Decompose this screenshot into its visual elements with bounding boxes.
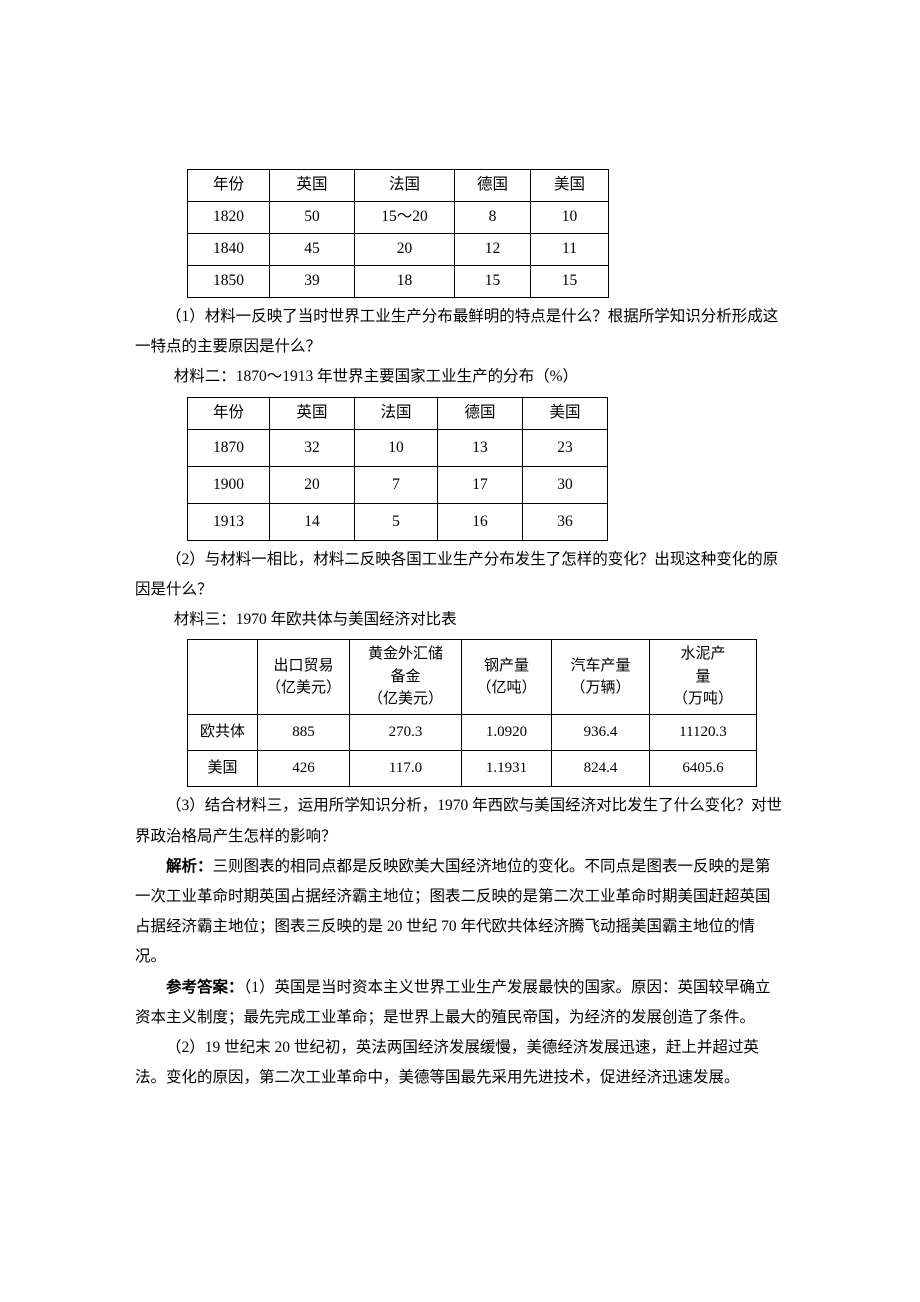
table-cell: 270.3: [350, 714, 462, 750]
table-cell: 美国: [188, 751, 258, 787]
table-cell: 1840: [188, 234, 270, 266]
question-1: （1）材料一反映了当时世界工业生产分布最鲜明的特点是什么？根据所学知识分析形成这…: [135, 302, 785, 362]
table-header: 美国: [531, 170, 609, 202]
document-body: 年份 英国 法国 德国 美国 1820 50 15～20 8 10 1840 4…: [135, 169, 785, 1094]
table-cell: 936.4: [552, 714, 650, 750]
table-header: 法国: [355, 397, 438, 429]
table-header: 法国: [355, 170, 455, 202]
table-cell: 824.4: [552, 751, 650, 787]
table-cell: 13: [438, 429, 523, 466]
table-cell: 1850: [188, 266, 270, 298]
table-header: 年份: [188, 397, 270, 429]
table-material-2: 年份 英国 法国 德国 美国 1870 32 10 13 23 1900 20 …: [187, 397, 608, 541]
table-cell: 欧共体: [188, 714, 258, 750]
table-cell: 45: [270, 234, 355, 266]
table-header: 汽车产量（万辆）: [552, 640, 650, 715]
table-header: 德国: [438, 397, 523, 429]
question-3: （3）结合材料三，运用所学知识分析，1970 年西欧与美国经济对比发生了什么变化…: [135, 791, 785, 851]
table-cell: 18: [355, 266, 455, 298]
table-cell: 12: [455, 234, 531, 266]
answer-1-paragraph: 参考答案：（1）英国是当时资本主义世界工业生产发展最快的国家。原因：英国较早确立…: [135, 973, 785, 1033]
table-row: 1840 45 20 12 11: [188, 234, 609, 266]
table-cell: 16: [438, 503, 523, 540]
table-row: 1820 50 15～20 8 10: [188, 202, 609, 234]
table-cell: 7: [355, 466, 438, 503]
table-cell: 20: [270, 466, 355, 503]
table-cell: 11: [531, 234, 609, 266]
table-cell: 20: [355, 234, 455, 266]
table-cell: 1900: [188, 466, 270, 503]
table-cell: 10: [355, 429, 438, 466]
table-cell: 11120.3: [650, 714, 757, 750]
table-material-3: 出口贸易（亿美元） 黄金外汇储备金（亿美元） 钢产量（亿吨） 汽车产量（万辆） …: [187, 639, 757, 787]
table-row: 1850 39 18 15 15: [188, 266, 609, 298]
caption-material-2: 材料二：1870～1913 年世界主要国家工业生产的分布（%）: [135, 362, 785, 392]
jiexi-text: 三则图表的相同点都是反映欧美大国经济地位的变化。不同点是图表一反映的是第一次工业…: [135, 858, 771, 966]
table-cell: 426: [258, 751, 350, 787]
table-cell: 885: [258, 714, 350, 750]
table-header-row: 年份 英国 法国 德国 美国: [188, 170, 609, 202]
table-cell: 15: [531, 266, 609, 298]
table-cell: 36: [523, 503, 608, 540]
table-cell: 50: [270, 202, 355, 234]
table-cell: 30: [523, 466, 608, 503]
table-cell: 5: [355, 503, 438, 540]
table-header: 年份: [188, 170, 270, 202]
table-cell: 1870: [188, 429, 270, 466]
table-cell: 117.0: [350, 751, 462, 787]
table-cell: 1.0920: [462, 714, 552, 750]
table-cell: 1820: [188, 202, 270, 234]
table-cell: 23: [523, 429, 608, 466]
table-row: 1870 32 10 13 23: [188, 429, 608, 466]
table-header: 德国: [455, 170, 531, 202]
table-cell: 32: [270, 429, 355, 466]
table-header: 水泥产量（万吨）: [650, 640, 757, 715]
table-row: 欧共体 885 270.3 1.0920 936.4 11120.3: [188, 714, 757, 750]
table-cell: 17: [438, 466, 523, 503]
answer-2-paragraph: （2）19 世纪末 20 世纪初，英法两国经济发展缓慢，美德经济发展迅速，赶上并…: [135, 1033, 785, 1093]
analysis-paragraph: 解析：三则图表的相同点都是反映欧美大国经济地位的变化。不同点是图表一反映的是第一…: [135, 852, 785, 973]
table-cell: 15～20: [355, 202, 455, 234]
table-row: 1900 20 7 17 30: [188, 466, 608, 503]
jiexi-label: 解析：: [166, 858, 213, 875]
table-cell: 10: [531, 202, 609, 234]
table-row: 1913 14 5 16 36: [188, 503, 608, 540]
table-header-row: 年份 英国 法国 德国 美国: [188, 397, 608, 429]
caption-material-3: 材料三：1970 年欧共体与美国经济对比表: [135, 605, 785, 635]
table-header: 出口贸易（亿美元）: [258, 640, 350, 715]
table-cell: 8: [455, 202, 531, 234]
table-cell: 39: [270, 266, 355, 298]
table-header-row: 出口贸易（亿美元） 黄金外汇储备金（亿美元） 钢产量（亿吨） 汽车产量（万辆） …: [188, 640, 757, 715]
table-header: 英国: [270, 397, 355, 429]
answer-label: 参考答案：: [166, 979, 244, 996]
table-header: 英国: [270, 170, 355, 202]
table-cell: 1.1931: [462, 751, 552, 787]
table-header: 黄金外汇储备金（亿美元）: [350, 640, 462, 715]
table-header: 美国: [523, 397, 608, 429]
table-cell: 15: [455, 266, 531, 298]
question-2: （2）与材料一相比，材料二反映各国工业生产分布发生了怎样的变化？出现这种变化的原…: [135, 545, 785, 605]
table-row: 美国 426 117.0 1.1931 824.4 6405.6: [188, 751, 757, 787]
table-cell: 1913: [188, 503, 270, 540]
table-cell: 6405.6: [650, 751, 757, 787]
table-header: 钢产量（亿吨）: [462, 640, 552, 715]
table-cell: 14: [270, 503, 355, 540]
table-material-1: 年份 英国 法国 德国 美国 1820 50 15～20 8 10 1840 4…: [187, 169, 609, 298]
table-header: [188, 640, 258, 715]
